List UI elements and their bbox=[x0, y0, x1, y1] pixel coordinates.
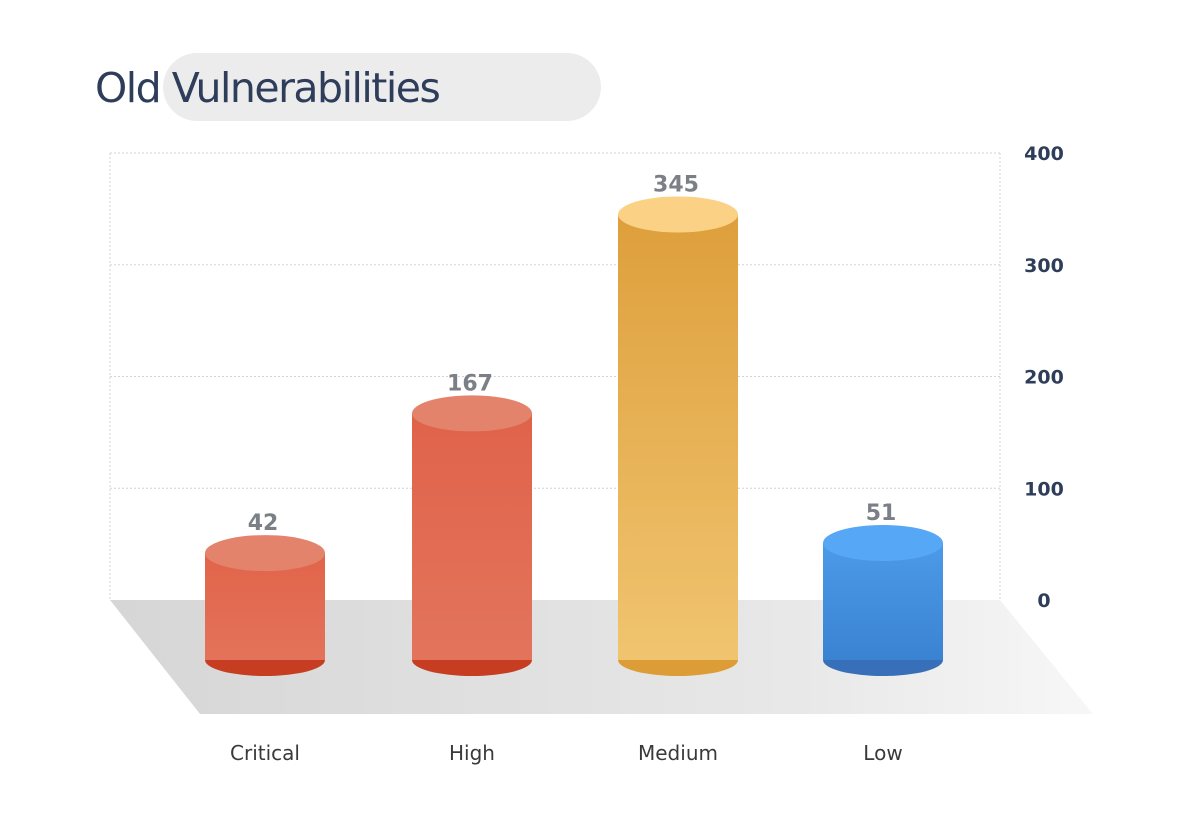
bar-body bbox=[823, 543, 943, 660]
bar-body bbox=[412, 413, 532, 660]
bar-critical bbox=[205, 535, 325, 676]
bar-top bbox=[412, 395, 532, 432]
bar-top bbox=[618, 196, 738, 233]
labels-layer: 0 100 200 300 400 42 Critical 167 High 345 Medium 5… bbox=[230, 143, 1064, 765]
y-tick-label: 200 bbox=[1024, 367, 1064, 389]
data-label: 167 bbox=[447, 371, 493, 396]
bar-high bbox=[412, 395, 532, 676]
grid-layer bbox=[109, 152, 1001, 600]
category-label: High bbox=[449, 741, 495, 765]
chart-title: Old Vulnerabilities bbox=[95, 64, 441, 112]
data-label: 42 bbox=[248, 511, 279, 536]
bar-body bbox=[618, 214, 738, 660]
data-label: 51 bbox=[866, 501, 897, 526]
bar-top bbox=[205, 535, 325, 572]
bar-top bbox=[823, 525, 943, 562]
bar-low bbox=[823, 525, 943, 676]
y-tick-label: 300 bbox=[1024, 255, 1064, 277]
bars-layer bbox=[205, 196, 943, 676]
category-label: Critical bbox=[230, 741, 300, 765]
title-highlight bbox=[163, 53, 601, 121]
data-label: 345 bbox=[653, 172, 699, 197]
category-label: Medium bbox=[638, 741, 718, 765]
y-tick-label: 0 bbox=[1037, 590, 1050, 612]
y-tick-label: 400 bbox=[1024, 143, 1064, 165]
y-tick-label: 100 bbox=[1024, 478, 1064, 500]
category-label: Low bbox=[863, 741, 902, 765]
bar-medium bbox=[618, 196, 738, 676]
